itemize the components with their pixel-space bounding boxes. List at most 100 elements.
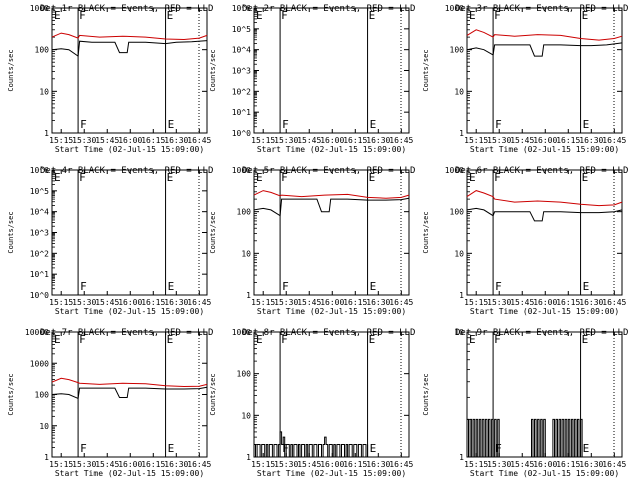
x-tick-label: 16:15 (556, 136, 580, 145)
event-marker-label: F (494, 171, 501, 184)
x-tick-label: 16:30 (366, 298, 390, 307)
panel-title: Det 5r BLACK = Events, RED = LLD (242, 166, 415, 176)
x-tick-label: 15:45 (297, 460, 321, 469)
event-marker-label: E (583, 118, 590, 131)
y-axis-label: Counts/sec (422, 211, 430, 253)
event-rate-line (466, 207, 623, 222)
plot-frame (51, 7, 208, 134)
y-tick-label: 1 (44, 129, 49, 138)
y-axis-label: Counts/sec (209, 373, 217, 415)
event-marker-label: E (167, 171, 174, 184)
x-tick-label: 15:15 (464, 136, 488, 145)
lld-rate-line (253, 190, 410, 199)
y-axis-label: Counts/sec (7, 211, 15, 253)
event-marker-label: E (583, 280, 590, 293)
x-tick-label: 16:30 (164, 298, 188, 307)
x-tick-label: 16:45 (187, 298, 211, 307)
x-tick-label: 16:45 (602, 136, 626, 145)
y-tick-label: 1000 (232, 166, 251, 175)
y-tick-label: 10 (454, 249, 464, 258)
event-marker-label: F (79, 9, 86, 22)
x-tick-label: 15:15 (49, 460, 73, 469)
x-tick-label: 16:00 (320, 298, 344, 307)
x-tick-label: 15:15 (251, 298, 275, 307)
panel-title: Det 4r BLACK = Events, RED = LLD (40, 166, 213, 176)
x-tick-label: 15:15 (251, 136, 275, 145)
y-tick-label: 1 (459, 291, 464, 300)
plot-frame (51, 169, 208, 296)
x-tick-label: 15:15 (251, 460, 275, 469)
event-marker-label: F (79, 171, 86, 184)
event-rate-line (51, 386, 208, 400)
y-tick-label: 1 (44, 453, 49, 462)
y-tick-label: 10^0 (30, 291, 49, 300)
y-tick-label: 10^5 (30, 187, 49, 196)
y-tick-label: 10 (454, 87, 464, 96)
event-marker-label: E (582, 171, 589, 184)
x-axis-label: Start Time (02-Jul-15 15:09:00) (470, 145, 619, 154)
event-marker-label: E (256, 333, 263, 346)
x-tick-label: 15:15 (464, 298, 488, 307)
x-tick-label: 15:15 (49, 136, 73, 145)
y-tick-label: 10^6 (232, 4, 251, 13)
y-tick-label: 10^2 (30, 249, 49, 258)
x-axis-label: Start Time (02-Jul-15 15:09:00) (55, 145, 204, 154)
x-tick-label: 16:45 (602, 298, 626, 307)
event-marker-label: E (370, 280, 377, 293)
panel-title: Det 6r BLACK = Events, RED = LLD (455, 166, 628, 176)
event-marker-label: E (370, 118, 377, 131)
y-axis-label: Counts/sec (209, 49, 217, 91)
event-marker-label: E (168, 118, 175, 131)
x-tick-label: 16:45 (187, 136, 211, 145)
y-tick-label: 10000 (25, 328, 49, 337)
event-marker-label: F (281, 9, 288, 22)
y-tick-label: 10^1 (30, 270, 49, 279)
x-tick-label: 16:45 (389, 298, 413, 307)
event-marker-label: F (495, 442, 502, 455)
y-tick-label: 10^4 (30, 208, 49, 217)
event-marker-label: F (80, 442, 87, 455)
x-tick-label: 15:45 (510, 136, 534, 145)
event-marker-label: E (469, 9, 476, 22)
panel-title: Det 8r BLACK = Events, RED = LLD (242, 328, 415, 338)
x-tick-label: 16:45 (602, 460, 626, 469)
x-axis-label: Start Time (02-Jul-15 15:09:00) (55, 469, 204, 478)
y-axis-label: Counts/sec (209, 211, 217, 253)
event-marker-label: F (79, 333, 86, 346)
detector-panel (51, 331, 208, 458)
detector-panel (51, 7, 208, 134)
event-marker-label: F (282, 442, 289, 455)
x-tick-label: 16:30 (579, 136, 603, 145)
x-tick-label: 15:30 (487, 298, 511, 307)
y-tick-label: 10 (39, 422, 49, 431)
x-tick-label: 16:15 (343, 298, 367, 307)
event-marker-label: F (80, 280, 87, 293)
plot-frame (253, 169, 410, 296)
event-marker-label: E (54, 333, 61, 346)
event-marker-label: F (494, 9, 501, 22)
x-tick-label: 15:30 (274, 298, 298, 307)
y-tick-label: 10^0 (232, 129, 251, 138)
event-marker-label: E (54, 171, 61, 184)
event-marker-label: E (168, 442, 175, 455)
x-tick-label: 15:45 (95, 298, 119, 307)
plot-frame (253, 7, 410, 134)
event-rate-line (254, 431, 369, 458)
y-tick-label: 1 (459, 129, 464, 138)
event-marker-label: F (282, 280, 289, 293)
x-tick-label: 15:45 (297, 136, 321, 145)
lld-rate-line (466, 190, 623, 207)
x-tick-label: 15:30 (487, 460, 511, 469)
panel-title: Det 7r BLACK = Events, RED = LLD (40, 328, 213, 338)
detector-panel (466, 7, 623, 134)
event-marker-label: E (582, 333, 589, 346)
x-tick-label: 15:30 (274, 136, 298, 145)
y-tick-label: 1000 (232, 328, 251, 337)
lld-rate-line (51, 32, 208, 41)
y-tick-label: 1 (246, 453, 251, 462)
panel-title: Det 3r BLACK = Events, RED = LLD (455, 4, 628, 14)
y-tick-label: 10^1 (232, 108, 251, 117)
x-tick-label: 16:15 (141, 298, 165, 307)
x-tick-label: 15:30 (487, 136, 511, 145)
x-tick-label: 16:00 (533, 136, 557, 145)
